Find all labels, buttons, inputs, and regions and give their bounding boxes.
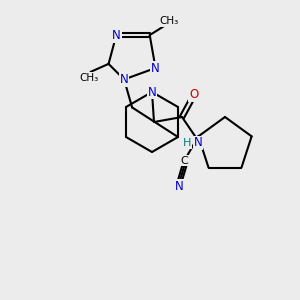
Text: N: N (151, 61, 160, 74)
Text: N: N (194, 136, 202, 149)
Text: O: O (189, 88, 199, 101)
Text: N: N (120, 73, 128, 86)
Text: N: N (175, 180, 184, 193)
Text: CH₃: CH₃ (159, 16, 178, 26)
Text: N: N (148, 85, 156, 98)
Text: H: H (183, 138, 191, 148)
Text: C: C (181, 156, 188, 166)
Text: CH₃: CH₃ (79, 73, 98, 83)
Text: N: N (112, 28, 121, 42)
